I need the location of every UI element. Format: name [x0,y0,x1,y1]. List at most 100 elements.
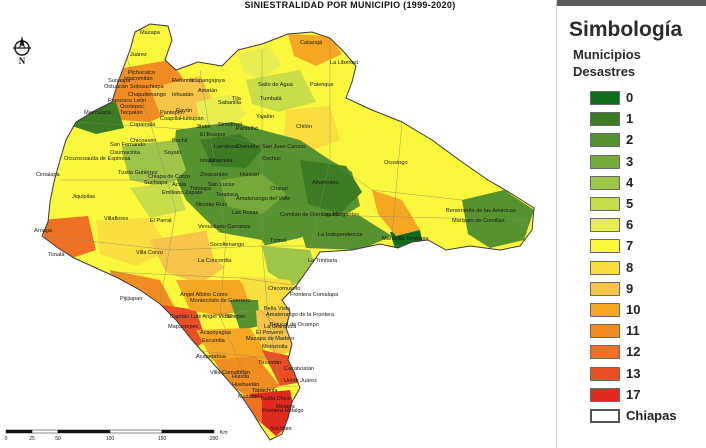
municipality-label: Metapa [276,404,296,410]
legend-label: 10 [626,302,641,317]
scale-bar-segment [5,429,33,434]
scale-bar-tick-label: 200 [210,436,219,442]
municipality-label: Sabanilla [218,100,242,106]
municipality-label: Capitán Luis Angel Vidal [170,314,231,320]
municipality-label: Frontera Hidalgo [262,408,304,414]
municipality-label: Larráinzar [214,144,239,150]
municipality-label: Siltepec [226,314,246,320]
municipality-label: Mezcalapa [84,110,112,116]
municipality-label: La Independencia [318,232,363,238]
municipality-label: Tuzantán [258,360,281,366]
legend-label: 11 [626,323,640,339]
municipality-label: Socoltenango [210,242,244,248]
scale-bar-segment [161,429,215,434]
municipality-label: Ostuacán [104,84,128,90]
municipality-label: Marqués de Comillas [452,218,505,224]
scale-bar-segment [109,429,163,434]
legend-swatch [590,387,620,402]
legend-label: 8 [626,259,634,275]
municipality-label: Sunuapa [108,78,131,84]
map-title: SINIESTRALIDAD POR MUNICIPIO (1999-2020) [244,0,456,10]
municipality-label: Copainalá [130,122,156,128]
legend-top-bar [557,0,706,6]
municipality-label: Ocozocoautla de Espinosa [64,156,131,162]
municipality-label: Ixtacomitán [124,76,153,82]
municipality-label: Suchiapa [144,180,168,186]
legend-label: 6 [626,217,634,233]
municipality-label: Chamula [210,158,233,164]
scale-bar-tick-label: 50 [55,436,61,442]
legend-swatch [590,324,620,339]
municipality-label: Tuxtla Chico [260,396,291,402]
municipality-label: Comitán de Domínguez [280,212,339,218]
municipality-label: Teopisca [216,192,239,198]
legend-swatch [590,409,620,423]
legend-swatch [590,91,620,105]
svg-text:N: N [19,56,26,66]
scale-bar-tick-label: 100 [106,436,115,442]
municipality-label: Acacoyagua [200,330,232,336]
scale-bar-segment [57,429,111,434]
municipality-label: Villa Corzo [136,250,163,256]
municipality-label: Benemérito de las Américas [446,208,516,214]
municipality-label: Francisco León [108,98,146,104]
municipality-label: Acapetahua [196,354,227,360]
municipality-label: Reforma [172,78,194,84]
municipality-label: Huitiupán [180,116,204,122]
legend-label: 12 [626,344,641,360]
municipality-label: Mazapa [140,30,161,36]
municipality-label: Frontera Comalapa [290,292,339,298]
municipality-label: Mazapa de Madero [246,336,294,342]
municipality-label: La Grandeza [264,324,297,330]
legend-swatch [590,175,620,190]
scale-bar-segment [31,429,59,434]
municipality-label: Venustiano Carranza [198,224,251,230]
municipality-labels: Mazapa Juárez Catazajá PichucalcoIxtacomitá… [34,30,516,432]
municipality-label: Pichucalco [128,70,155,76]
municipality-label: Chenalhó [236,144,260,150]
municipality-label: Chapultenango [128,92,166,98]
legend-swatch [590,366,620,381]
legend-title: Simbología [569,18,683,41]
municipality-label: Mapastepec [168,324,199,330]
scale-bar-tick-label: 150 [158,436,167,442]
municipality-label: Chiapa de Corzo [148,174,190,180]
municipality-label: Arriaga [34,228,53,234]
legend-label: 2 [626,132,634,148]
legend-label: 4 [626,174,634,190]
municipality-label: Pantepec [160,110,184,116]
legend-swatch [590,133,620,148]
municipality-label: Ixtapa [200,158,216,164]
municipality-label: Oxchuc [262,156,281,162]
municipality-label: Coapilla [160,116,181,122]
municipality-label: Ocotepec [120,104,144,110]
legend-label: 17 [626,386,641,402]
municipality-label: Juárez [130,52,147,58]
municipality-label: Ixtapangajoya [190,78,226,84]
legend-swatch [590,197,620,211]
municipality-label: La Trinitaria [308,258,338,264]
legend-label: 5 [626,196,634,211]
municipality-label: Tila [232,96,242,102]
municipality-label: Jiquipilas [72,194,95,200]
map-area: Mazapa Juárez Catazajá Pichucalco Ixtacomitá… [0,10,556,448]
legend-label: 13 [626,365,641,381]
municipality-label: Pijijiapan [120,296,142,302]
municipality-label: Mazatán [238,394,259,400]
municipality-label: Amatán [198,88,217,94]
municipality-label: Amatenango de la Frontera [266,312,335,318]
legend-label: 0 [626,90,634,105]
municipality-label: Chanal [270,186,288,192]
legend-label: 9 [626,280,634,296]
municipality-label: Cacahoatán [284,366,314,372]
municipality-label: Yajalón [256,114,274,120]
municipality-label: Tuxtla Gutiérrez [118,170,158,176]
municipality-label: Totolapa [190,186,212,192]
municipality-label: Nicolás Ruíz [196,202,228,208]
municipality-label: Acala [172,182,187,188]
municipality-label: Villaflores [104,216,128,222]
municipality-label: Emiliano Zapata [162,190,203,196]
municipality-label: Huixtán [240,172,259,178]
municipality-label: Chicoasén [130,138,156,144]
